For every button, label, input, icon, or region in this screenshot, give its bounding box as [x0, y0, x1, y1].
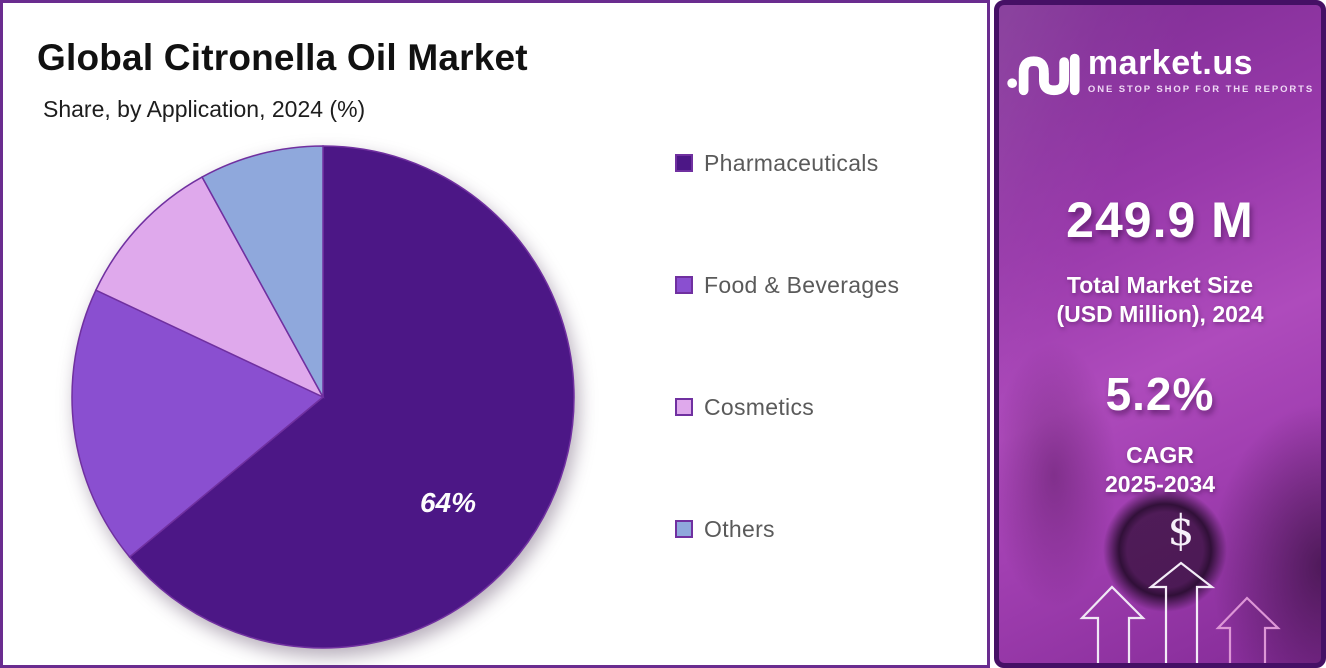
- market-size-label-line1: Total Market Size: [1066, 272, 1254, 298]
- legend-item-pharmaceuticals: Pharmaceuticals: [675, 149, 899, 177]
- chart-title: Global Citronella Oil Market: [37, 37, 528, 78]
- brand: market.us ONE STOP SHOP FOR THE REPORTS: [999, 43, 1321, 97]
- legend-label: Others: [704, 515, 775, 542]
- pie-slice-label: 64%: [420, 487, 476, 518]
- legend-label: Pharmaceuticals: [704, 149, 879, 176]
- up-arrow-right-icon: [1215, 596, 1281, 663]
- market-size-label-line2: (USD Million), 2024: [1056, 300, 1264, 327]
- brand-tagline: ONE STOP SHOP FOR THE REPORTS: [1087, 83, 1315, 95]
- up-arrow-left-icon: [1079, 585, 1146, 663]
- cagr-value: 5.2%: [1105, 368, 1215, 420]
- legend-item-food-beverages: Food & Beverages: [675, 271, 899, 299]
- brand-text: market.us ONE STOP SHOP FOR THE REPORTS: [1088, 46, 1314, 95]
- legend: Pharmaceuticals Food & Beverages Cosmeti…: [675, 149, 899, 637]
- legend-label: Cosmetics: [704, 393, 815, 420]
- legend-swatch-pharmaceuticals: [675, 154, 693, 172]
- chart-panel: Global Citronella Oil Market Share, by A…: [0, 0, 990, 668]
- market-size-value: 249.9 M: [1066, 192, 1254, 248]
- legend-swatch-cosmetics: [675, 398, 693, 416]
- chart-subtitle: Share, by Application, 2024 (%): [43, 96, 366, 122]
- dollar-icon: $: [1167, 506, 1195, 555]
- pie-slice-cosmetics: [94, 176, 325, 399]
- marketus-logo-icon: [1007, 53, 1080, 96]
- legend-item-cosmetics: Cosmetics: [675, 393, 899, 421]
- legend-label: Food & Beverages: [704, 271, 900, 298]
- pie-chart: 64%: [71, 145, 575, 649]
- pie-slice-others: [201, 145, 324, 398]
- up-arrow-middle-icon: [1147, 561, 1216, 663]
- growth-arrows-graphic: $: [999, 478, 1321, 663]
- market-size-label: Total Market Size (USD Million), 2024: [999, 271, 1321, 329]
- pie-slice-food-beverages: [71, 289, 325, 559]
- legend-swatch-food-beverages: [675, 276, 693, 294]
- brand-name: market.us: [1087, 43, 1254, 82]
- pie-slice-pharmaceuticals: [128, 145, 575, 649]
- cagr-label-line2: 2025-2034: [1105, 470, 1215, 497]
- legend-item-others: Others: [675, 515, 899, 543]
- legend-swatch-others: [675, 520, 693, 538]
- up-arrows-outline: [1079, 561, 1281, 663]
- sidebar: market.us ONE STOP SHOP FOR THE REPORTS …: [994, 0, 1326, 668]
- cagr-label: CAGR 2025-2034: [999, 441, 1321, 499]
- cagr-label-line1: CAGR: [1126, 442, 1194, 468]
